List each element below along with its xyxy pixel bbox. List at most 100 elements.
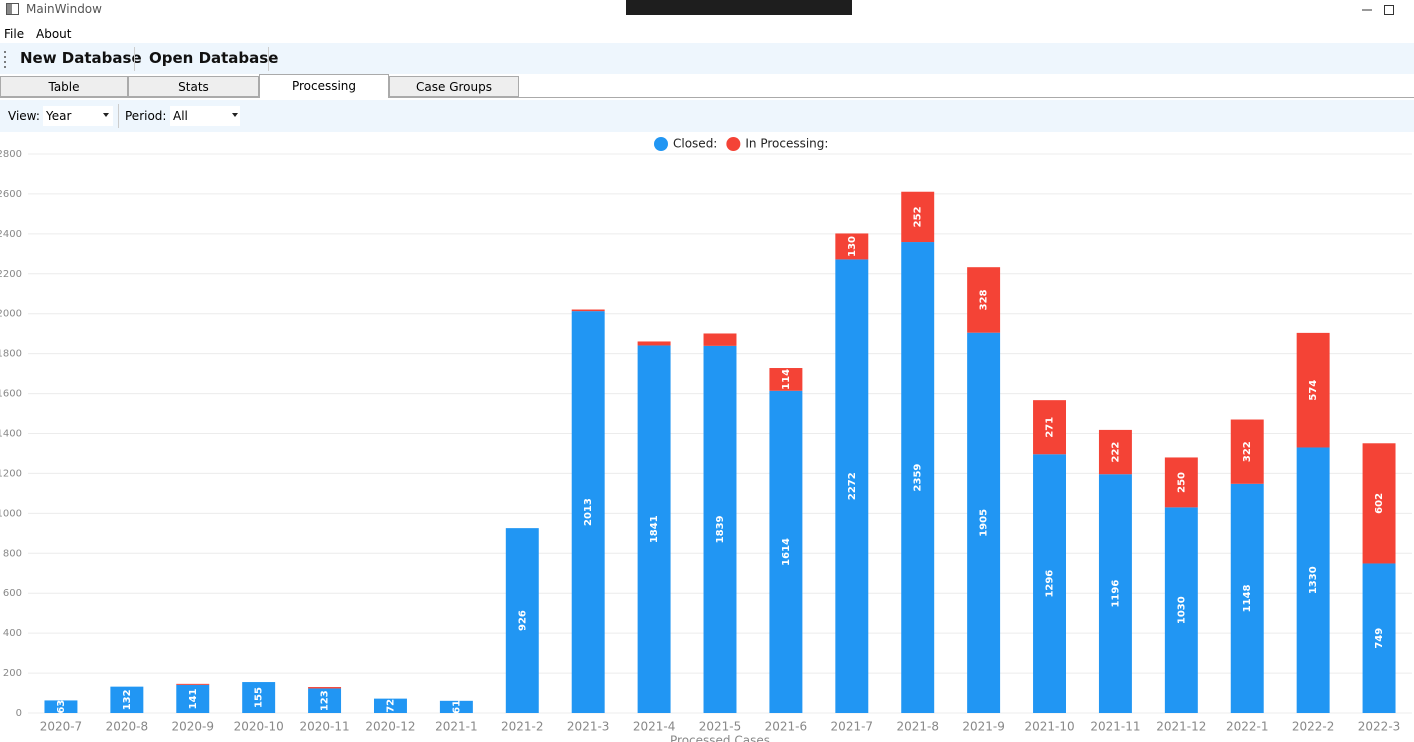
x-tick-label: 2021-6 bbox=[765, 720, 808, 734]
y-tick-label: 1200 bbox=[0, 468, 22, 479]
data-label: 1196 bbox=[1110, 580, 1121, 608]
bar-segment bbox=[835, 259, 869, 713]
bar-segment bbox=[637, 341, 671, 346]
data-label: 2272 bbox=[847, 472, 858, 500]
data-label: 130 bbox=[847, 236, 858, 257]
y-tick-label: 2200 bbox=[0, 269, 22, 280]
filter-label: View: bbox=[8, 109, 40, 123]
combo-arrow bbox=[103, 113, 109, 117]
y-tick-label: 2600 bbox=[0, 189, 22, 200]
legend-marker bbox=[726, 137, 741, 151]
y-tick-label: 2000 bbox=[0, 309, 22, 320]
tab[interactable]: Case Groups bbox=[389, 76, 519, 97]
x-tick-label: 2020-11 bbox=[300, 720, 350, 734]
bar-segment bbox=[967, 332, 1001, 713]
x-tick-label: 2021-4 bbox=[633, 720, 676, 734]
x-tick-label: 2020-8 bbox=[106, 720, 149, 734]
data-label: 141 bbox=[188, 688, 199, 709]
data-label: 1839 bbox=[715, 515, 726, 543]
menu-item[interactable]: File bbox=[4, 27, 25, 41]
bar-segment bbox=[769, 368, 803, 391]
data-label: 2359 bbox=[913, 464, 924, 492]
title-bar: MainWindow bbox=[0, 0, 1414, 19]
data-label: 222 bbox=[1110, 442, 1121, 463]
chart: 0 200 400 600 800 1000 1200 1400 1600 1800 2000 220… bbox=[0, 137, 1412, 742]
data-label: 72 bbox=[385, 699, 396, 713]
separator bbox=[134, 47, 135, 71]
data-label: 250 bbox=[1176, 472, 1187, 493]
y-tick-label: 200 bbox=[3, 668, 22, 679]
toolbar-button[interactable]: New Database bbox=[20, 49, 142, 67]
menu-item[interactable]: About bbox=[36, 27, 72, 41]
combo-box[interactable]: Year bbox=[43, 106, 113, 126]
filter-bar: View: Year Period: All bbox=[0, 100, 1414, 132]
bar-segment bbox=[1230, 483, 1264, 713]
menu-bar: File About bbox=[0, 26, 1414, 43]
bar-segment bbox=[571, 309, 605, 312]
y-tick-label: 800 bbox=[3, 548, 22, 559]
y-tick-label: 1400 bbox=[0, 429, 22, 440]
bar-segment bbox=[44, 700, 78, 713]
x-tick-label: 2021-3 bbox=[567, 720, 610, 734]
data-label: 1030 bbox=[1176, 596, 1187, 624]
bar-segment bbox=[1098, 429, 1132, 475]
bar-segment bbox=[176, 683, 210, 685]
combo-arrow bbox=[232, 113, 238, 117]
data-label: 328 bbox=[979, 289, 990, 310]
data-label: 2013 bbox=[583, 498, 594, 526]
legend-label: Closed: bbox=[673, 137, 717, 151]
legend-marker bbox=[654, 137, 668, 151]
filter-label: Period: bbox=[125, 109, 167, 123]
x-tick-label: 2020-10 bbox=[234, 720, 284, 734]
bar-segment bbox=[1033, 454, 1066, 713]
data-label: 926 bbox=[517, 610, 528, 631]
data-label: 155 bbox=[254, 687, 265, 708]
data-label: 271 bbox=[1045, 417, 1056, 438]
tab[interactable]: Stats bbox=[128, 76, 259, 97]
x-tick-label: 2021-10 bbox=[1024, 720, 1074, 734]
combo-box[interactable]: All bbox=[170, 106, 240, 126]
toolbar: New Database Open Database bbox=[0, 43, 1414, 74]
bar-segment bbox=[637, 345, 671, 713]
bar-segment bbox=[1033, 400, 1066, 455]
bar-segment bbox=[769, 390, 803, 713]
tab-selected[interactable]: Processing bbox=[259, 74, 389, 98]
x-axis-title: Processed Cases bbox=[670, 734, 770, 742]
toolbar-button[interactable]: Open Database bbox=[149, 49, 279, 67]
data-label: 574 bbox=[1308, 380, 1319, 401]
maximize[interactable] bbox=[1384, 5, 1394, 15]
bar-segment bbox=[308, 687, 342, 689]
bar-segment bbox=[110, 686, 144, 713]
bar-segment bbox=[901, 191, 935, 243]
data-label: 1841 bbox=[649, 515, 660, 543]
data-label: 749 bbox=[1374, 628, 1385, 649]
data-label: 602 bbox=[1374, 493, 1385, 514]
y-tick-label: 1800 bbox=[0, 349, 22, 360]
tab-line bbox=[0, 97, 1414, 98]
data-label: 322 bbox=[1242, 441, 1253, 462]
bar-segment bbox=[1296, 332, 1330, 448]
data-label: 1905 bbox=[979, 509, 990, 537]
bar-segment bbox=[505, 528, 539, 713]
y-tick-label: 1600 bbox=[0, 389, 22, 400]
window-title: MainWindow bbox=[26, 2, 102, 16]
bar-segment bbox=[1362, 563, 1396, 713]
x-tick-label: 2021-11 bbox=[1090, 720, 1140, 734]
overlay-toolbar bbox=[626, 0, 852, 15]
bar-segment bbox=[967, 267, 1001, 333]
x-tick-label: 2021-12 bbox=[1156, 720, 1206, 734]
y-tick-label: 400 bbox=[3, 628, 22, 639]
bar-segment bbox=[835, 233, 869, 260]
bar-segment bbox=[703, 345, 737, 713]
data-label: 1614 bbox=[781, 538, 792, 566]
legend-label: In Processing: bbox=[745, 137, 828, 151]
data-label: 132 bbox=[122, 689, 133, 710]
y-tick-label: 2400 bbox=[0, 229, 22, 240]
bar-segment bbox=[1098, 474, 1132, 713]
x-tick-label: 2020-7 bbox=[40, 720, 83, 734]
bar-segment bbox=[176, 684, 210, 713]
bar-segment bbox=[374, 698, 407, 713]
app-icon bbox=[6, 3, 19, 15]
tab[interactable]: Table bbox=[0, 76, 128, 97]
x-tick-label: 2022-3 bbox=[1358, 720, 1401, 734]
